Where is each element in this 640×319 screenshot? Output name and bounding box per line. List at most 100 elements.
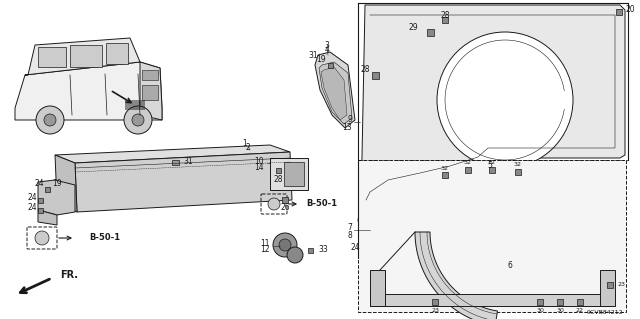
- Bar: [465, 167, 471, 173]
- Bar: [515, 169, 521, 175]
- Text: 30: 30: [536, 308, 544, 313]
- Bar: [442, 17, 448, 23]
- Text: 8: 8: [348, 231, 352, 240]
- Circle shape: [132, 114, 144, 126]
- Polygon shape: [25, 38, 140, 75]
- Bar: [426, 28, 433, 35]
- Text: 24: 24: [350, 243, 360, 253]
- Text: 5: 5: [488, 160, 492, 169]
- Text: 26: 26: [280, 204, 290, 212]
- Bar: [432, 299, 438, 305]
- Bar: [364, 247, 370, 253]
- Bar: [442, 172, 448, 178]
- Bar: [275, 167, 280, 173]
- Bar: [142, 85, 158, 100]
- Text: 30: 30: [556, 308, 564, 313]
- Text: 9: 9: [347, 115, 352, 124]
- Circle shape: [44, 114, 56, 126]
- Text: 4: 4: [324, 46, 330, 55]
- Bar: [45, 187, 49, 191]
- Circle shape: [35, 231, 49, 245]
- Bar: [106, 43, 128, 64]
- Text: 2: 2: [246, 144, 250, 152]
- Circle shape: [279, 239, 291, 251]
- Polygon shape: [362, 210, 438, 248]
- Bar: [537, 299, 543, 305]
- Polygon shape: [415, 232, 497, 319]
- Polygon shape: [55, 155, 77, 212]
- Text: 24: 24: [35, 180, 44, 189]
- Bar: [38, 197, 42, 203]
- Text: 13: 13: [342, 123, 352, 132]
- FancyBboxPatch shape: [358, 160, 626, 312]
- Text: 9CVB84212: 9CVB84212: [586, 310, 623, 315]
- Text: 24: 24: [28, 203, 37, 211]
- Text: 33: 33: [318, 246, 328, 255]
- Circle shape: [124, 106, 152, 134]
- Text: B-50-1: B-50-1: [307, 199, 337, 209]
- Text: 3: 3: [324, 41, 330, 49]
- Bar: [577, 299, 583, 305]
- Text: 31: 31: [183, 158, 193, 167]
- Text: 32: 32: [514, 162, 522, 167]
- Bar: [142, 70, 158, 80]
- Text: 10: 10: [254, 158, 264, 167]
- Text: 1: 1: [243, 138, 248, 147]
- Polygon shape: [38, 210, 57, 225]
- Bar: [307, 248, 312, 253]
- Text: 32: 32: [464, 160, 472, 166]
- Circle shape: [36, 106, 64, 134]
- Text: 32: 32: [441, 166, 449, 170]
- Text: 19: 19: [52, 179, 62, 188]
- Circle shape: [437, 32, 573, 168]
- Bar: [370, 270, 385, 306]
- Bar: [284, 162, 304, 186]
- Bar: [607, 282, 613, 288]
- Bar: [38, 47, 66, 67]
- Circle shape: [273, 233, 297, 257]
- Bar: [282, 197, 288, 203]
- Text: 12: 12: [260, 246, 270, 255]
- Polygon shape: [15, 62, 162, 120]
- Circle shape: [287, 247, 303, 263]
- Polygon shape: [358, 5, 625, 258]
- Text: 6: 6: [508, 261, 513, 270]
- Bar: [616, 9, 622, 15]
- Text: 29: 29: [408, 24, 418, 33]
- Text: 19: 19: [316, 56, 326, 64]
- Bar: [557, 299, 563, 305]
- Text: 22: 22: [576, 308, 584, 313]
- Bar: [70, 45, 102, 67]
- Text: 20: 20: [625, 5, 635, 14]
- Text: 28: 28: [440, 11, 450, 19]
- Text: 23: 23: [431, 308, 439, 313]
- Bar: [371, 71, 378, 78]
- Text: 14: 14: [254, 164, 264, 173]
- Text: FR.: FR.: [60, 270, 78, 280]
- Text: 24: 24: [28, 192, 37, 202]
- Bar: [172, 160, 179, 165]
- Text: 32: 32: [488, 160, 496, 166]
- Polygon shape: [319, 62, 352, 124]
- Text: 23: 23: [618, 283, 626, 287]
- Circle shape: [268, 198, 280, 210]
- Text: 28: 28: [273, 175, 283, 184]
- Text: B-50-1: B-50-1: [90, 234, 120, 242]
- Polygon shape: [75, 152, 292, 212]
- Bar: [370, 294, 610, 306]
- Polygon shape: [38, 180, 75, 215]
- Polygon shape: [321, 67, 347, 120]
- Bar: [38, 207, 42, 212]
- Text: 7: 7: [347, 224, 352, 233]
- Polygon shape: [315, 52, 355, 128]
- Polygon shape: [140, 62, 162, 120]
- Bar: [328, 63, 333, 68]
- Text: 31: 31: [308, 50, 318, 60]
- Text: 28: 28: [360, 65, 370, 75]
- Bar: [600, 270, 615, 306]
- Bar: [125, 100, 145, 110]
- Polygon shape: [55, 145, 290, 163]
- Text: 11: 11: [260, 240, 270, 249]
- Bar: [270, 158, 308, 190]
- Bar: [489, 167, 495, 173]
